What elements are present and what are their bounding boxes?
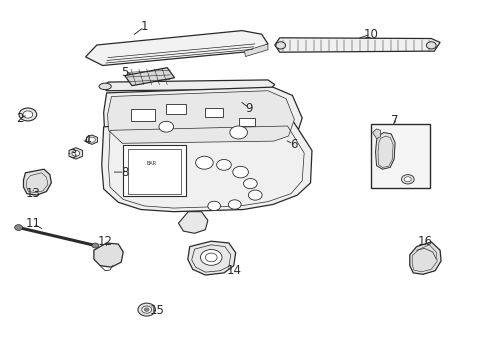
Circle shape <box>92 243 99 248</box>
Bar <box>130 109 155 121</box>
Circle shape <box>15 225 22 230</box>
Polygon shape <box>187 241 235 275</box>
Circle shape <box>216 159 231 170</box>
Bar <box>165 104 186 114</box>
Circle shape <box>205 253 217 262</box>
Text: 12: 12 <box>98 235 112 248</box>
Circle shape <box>72 150 80 156</box>
Circle shape <box>232 166 248 178</box>
Text: 6: 6 <box>289 138 297 150</box>
Text: 8: 8 <box>121 166 128 179</box>
Polygon shape <box>372 129 380 139</box>
Polygon shape <box>69 148 82 159</box>
Polygon shape <box>375 132 394 169</box>
Polygon shape <box>85 31 267 66</box>
Text: 4: 4 <box>83 134 91 147</box>
Circle shape <box>144 308 149 311</box>
Text: 3: 3 <box>68 148 76 161</box>
Bar <box>204 108 223 117</box>
Circle shape <box>275 42 285 49</box>
Text: 7: 7 <box>390 114 398 127</box>
Polygon shape <box>86 135 97 144</box>
Bar <box>370 124 429 188</box>
Circle shape <box>248 190 262 200</box>
Circle shape <box>142 306 151 313</box>
Circle shape <box>88 137 95 142</box>
Circle shape <box>23 111 33 118</box>
Text: 16: 16 <box>417 235 432 248</box>
Polygon shape <box>102 80 274 91</box>
Text: 14: 14 <box>226 264 241 276</box>
Polygon shape <box>409 242 440 274</box>
Circle shape <box>426 42 435 49</box>
Circle shape <box>401 175 413 184</box>
Circle shape <box>200 249 222 265</box>
Text: 10: 10 <box>363 28 377 41</box>
Circle shape <box>207 201 220 211</box>
Bar <box>123 145 185 196</box>
Circle shape <box>159 121 173 132</box>
Text: 1: 1 <box>140 21 148 33</box>
Polygon shape <box>94 243 123 267</box>
Circle shape <box>243 179 257 189</box>
Polygon shape <box>274 38 439 52</box>
Polygon shape <box>124 68 174 86</box>
Polygon shape <box>102 122 311 212</box>
Bar <box>128 149 181 194</box>
Text: 5: 5 <box>121 66 128 78</box>
Polygon shape <box>178 212 207 233</box>
Circle shape <box>138 303 155 316</box>
Circle shape <box>19 108 37 121</box>
Text: 2: 2 <box>16 112 23 125</box>
Polygon shape <box>23 169 51 195</box>
Ellipse shape <box>99 83 111 90</box>
Circle shape <box>404 177 410 182</box>
Text: 15: 15 <box>150 304 164 317</box>
Circle shape <box>229 126 247 139</box>
Polygon shape <box>107 91 294 143</box>
Polygon shape <box>103 87 302 147</box>
Bar <box>239 118 254 126</box>
Text: 13: 13 <box>26 187 41 200</box>
Polygon shape <box>244 44 267 57</box>
Circle shape <box>195 156 213 169</box>
Text: BAR: BAR <box>146 161 156 166</box>
Text: 11: 11 <box>26 217 41 230</box>
Circle shape <box>228 200 241 209</box>
Text: 9: 9 <box>245 102 253 114</box>
